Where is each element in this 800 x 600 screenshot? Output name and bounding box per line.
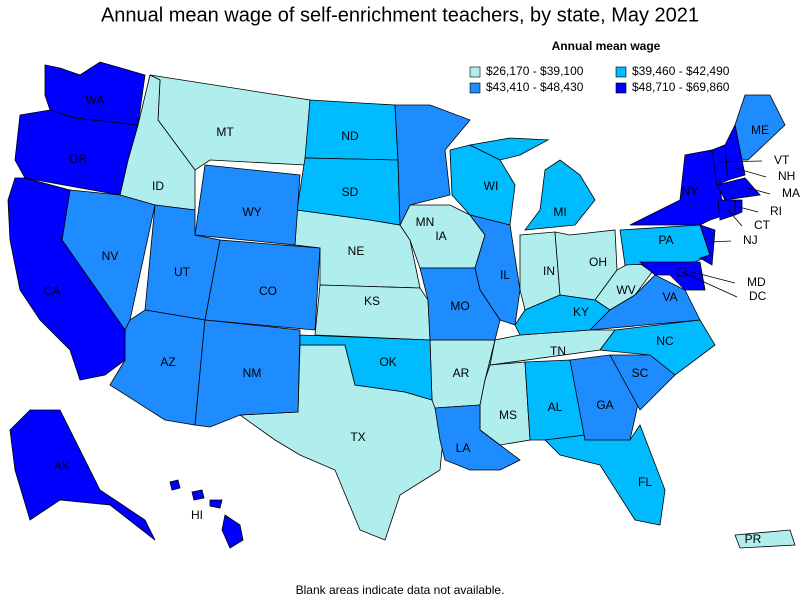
state-label: IL — [500, 268, 510, 282]
state-label: RI — [770, 204, 782, 218]
state-label: WV — [616, 283, 635, 297]
state-shape — [609, 354, 676, 411]
state-label: ID — [152, 179, 164, 193]
leader-line — [734, 167, 767, 178]
footnote: Blank areas indicate data not available. — [296, 583, 505, 597]
state-shape — [169, 479, 244, 549]
state-label: IN — [543, 264, 555, 278]
state-label: KY — [573, 305, 589, 319]
state-shape — [699, 224, 716, 266]
state-label: SC — [632, 366, 649, 380]
states: MT ID NE KS IA TX AR MS TN IN OH WV PR ND SD WI MI OK KY NC… — [7, 61, 800, 549]
state-label: TX — [350, 430, 365, 444]
state-shape — [724, 123, 746, 181]
state-label: WY — [242, 205, 261, 219]
state-label: OK — [379, 355, 396, 369]
state-shape — [7, 177, 126, 381]
leader-line — [727, 209, 743, 227]
state-label: IA — [435, 229, 446, 243]
state-shape — [734, 529, 796, 549]
state-label: AR — [453, 366, 470, 380]
state-shape — [299, 334, 433, 401]
state-label: NE — [348, 244, 365, 258]
state-shape — [419, 267, 501, 341]
state-shape — [394, 104, 471, 226]
state-label: GA — [596, 398, 613, 412]
state-label: MD — [747, 275, 766, 289]
state-label: UT — [174, 265, 191, 279]
state-shape — [734, 199, 743, 216]
state-label: NV — [102, 249, 119, 263]
state-label: PA — [658, 233, 673, 247]
legend-label: $39,460 - $42,490 — [632, 64, 730, 78]
state-label: CO — [259, 284, 277, 298]
state-shape — [629, 149, 726, 226]
leader-line — [719, 160, 763, 163]
state-shape — [514, 294, 611, 336]
legend-label: $26,170 - $39,100 — [486, 64, 584, 78]
state-shape — [9, 409, 156, 541]
state-label: PR — [745, 532, 762, 546]
state-label: VA — [662, 290, 677, 304]
leader-line — [738, 206, 759, 213]
state-label: WI — [484, 179, 499, 193]
state-label: OH — [589, 255, 607, 269]
state-label: MA — [782, 186, 800, 200]
state-label: MO — [450, 299, 469, 313]
state-label: AL — [548, 400, 563, 414]
legend-swatch — [615, 82, 627, 94]
state-label: NH — [778, 169, 795, 183]
state-label: MS — [499, 408, 517, 422]
state-label: NJ — [743, 233, 758, 247]
state-label: AZ — [160, 355, 175, 369]
state-label: SD — [342, 185, 359, 199]
state-label: MT — [216, 125, 234, 139]
state-label: LA — [456, 441, 471, 455]
state-label: CT — [754, 218, 771, 232]
leader-line — [747, 187, 771, 195]
state-shape — [479, 361, 531, 446]
state-label: ME — [751, 123, 769, 137]
legend-swatch — [469, 82, 481, 94]
state-label: ND — [341, 129, 359, 143]
state-label: NY — [682, 184, 699, 198]
state-label: HI — [191, 508, 203, 522]
leader-line — [681, 271, 738, 298]
state-label: NM — [243, 366, 262, 380]
legend: $26,170 - $39,100 $39,460 - $42,490 $43,41… — [469, 64, 730, 94]
state-shape — [204, 239, 321, 331]
state-shape — [434, 404, 521, 471]
legend-swatch — [615, 66, 627, 78]
state-label: DC — [749, 289, 767, 303]
state-label: AK — [54, 459, 70, 473]
legend-title: Annual mean wage — [552, 39, 661, 53]
leader-line — [709, 240, 732, 243]
state-shape — [194, 319, 301, 428]
legend-label: $43,410 - $48,430 — [486, 80, 584, 94]
legend-swatch — [469, 66, 481, 78]
state-shape — [44, 61, 146, 126]
state-shape — [468, 137, 596, 231]
state-shape — [14, 109, 139, 196]
legend-label: $48,710 - $69,860 — [632, 80, 730, 94]
state-label: NC — [656, 334, 674, 348]
state-label: CA — [44, 284, 61, 298]
state-shape — [194, 164, 301, 246]
state-label: VT — [774, 153, 790, 167]
leader-line — [691, 271, 736, 284]
state-label: WA — [86, 93, 105, 107]
map-title: Annual mean wage of self-enrichment teac… — [101, 4, 699, 26]
state-label: KS — [364, 294, 380, 308]
state-shape — [717, 199, 736, 221]
state-shape — [716, 177, 761, 201]
state-shape — [638, 261, 706, 291]
state-label: MN — [416, 215, 435, 229]
state-label: TN — [550, 344, 566, 358]
state-label: FL — [638, 475, 652, 489]
state-label: OR — [69, 152, 87, 166]
state-label: MI — [553, 205, 566, 219]
